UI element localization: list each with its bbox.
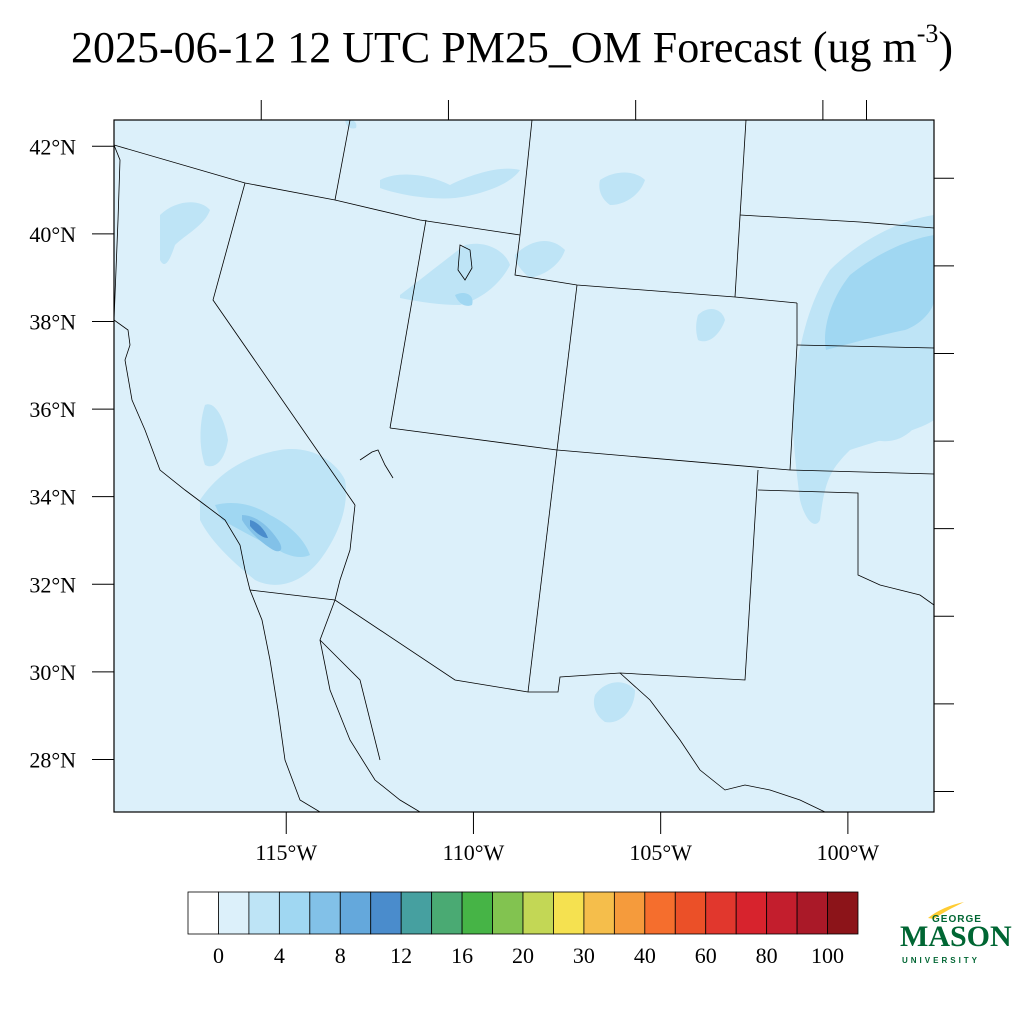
boundary-az-river <box>334 504 356 601</box>
boundary-wy-east <box>734 120 747 298</box>
lat-tick-label-1: 40°N <box>29 222 76 247</box>
colorbar-label-3: 12 <box>390 943 412 968</box>
map-title: 2025-06-12 12 UTC PM25_OM Forecast (ug m… <box>0 19 1024 73</box>
wyoming-light <box>515 240 565 278</box>
boundary-id-wy <box>334 120 351 201</box>
utah-light <box>400 243 510 305</box>
colorbar-swatch-7 <box>400 891 433 935</box>
colorbar-swatch-3 <box>278 891 311 935</box>
boundary-sd-ne <box>739 214 934 229</box>
lat-tick-label-7: 28°N <box>29 747 76 772</box>
title-text: 2025-06-12 12 UTC PM25_OM Forecast (ug m <box>70 23 917 72</box>
utah-medium <box>455 293 473 306</box>
logo-swoosh-icon <box>928 902 964 919</box>
idaho-light <box>380 168 520 199</box>
colorbar-label-4: 16 <box>451 943 473 968</box>
boundary-nm-tx <box>528 469 759 693</box>
coastline-sonora <box>319 639 381 761</box>
lake-mead <box>359 449 394 479</box>
axis-ticks: 42°N 40°N 38°N 36°N 34°N 32°N 30°N 28°N 115°W 110… <box>29 100 954 865</box>
colorbar-swatch-21 <box>827 891 859 935</box>
coastline-baja <box>249 589 321 812</box>
colorbar-label-5: 20 <box>512 943 534 968</box>
colorbar-label-0: 0 <box>213 943 224 968</box>
plume-great-plains-light-2 <box>872 360 925 442</box>
rio-grande <box>619 672 826 812</box>
colorbar-swatch-14 <box>613 891 646 935</box>
lat-tick-label-3: 36°N <box>29 397 76 422</box>
lat-tick-label-5: 32°N <box>29 572 76 597</box>
colorbar-label-10: 100 <box>811 943 844 968</box>
montana-light <box>345 120 357 129</box>
concentration-fields <box>160 120 934 723</box>
boundary-az-nm <box>527 449 558 693</box>
lon-tick-label-2: 105°W <box>629 840 692 865</box>
mexico-light <box>593 682 635 723</box>
colorbar-swatch-5 <box>339 891 372 935</box>
boundary-ut-az <box>389 427 558 451</box>
colorbar-swatch-11 <box>522 891 554 935</box>
lat-tick-label-0: 42°N <box>29 134 76 159</box>
coastline-ca <box>114 144 251 591</box>
colorbar-swatch-16 <box>674 891 707 935</box>
colorbar-label-6: 30 <box>573 943 595 968</box>
colorbar-swatch-17 <box>705 891 737 935</box>
colorado-light <box>696 308 725 342</box>
boundary-ks-ok <box>789 469 934 475</box>
central-ca-light <box>200 404 228 467</box>
socal-darkest <box>250 520 268 538</box>
colorbar-swatch-4 <box>309 891 341 935</box>
boundary-co-nm <box>556 449 791 471</box>
lon-tick-label-0: 115°W <box>255 840 317 865</box>
plume-great-plains-medium <box>825 235 934 350</box>
colorbar-label-9: 80 <box>756 943 778 968</box>
lat-tick-label-6: 30°N <box>29 660 76 685</box>
colorbar-swatch-1 <box>218 891 250 935</box>
colorbar-label-2: 8 <box>335 943 346 968</box>
lon-tick-label-3: 100°W <box>817 840 880 865</box>
colorbar-swatch-8 <box>431 891 463 935</box>
title-close: ) <box>938 23 954 72</box>
great-salt-lake <box>457 244 473 281</box>
boundary-ca-nv <box>212 182 356 506</box>
colorbar-swatch-15 <box>644 891 676 935</box>
boundary-ut-co <box>556 284 578 451</box>
colorbar-swatch-20 <box>796 891 828 935</box>
colorbar-label-7: 40 <box>634 943 656 968</box>
nevada-ca-light <box>160 202 210 265</box>
boundary-tx-ok <box>757 489 934 606</box>
colorbar-swatch-10 <box>492 891 524 935</box>
lat-tick-label-4: 34°N <box>29 485 76 510</box>
boundary-co-east <box>789 303 798 471</box>
title-superscript: -3 <box>916 19 939 49</box>
colorbar-swatch-2 <box>248 891 280 935</box>
colorbar-swatch-19 <box>766 891 798 935</box>
colorbar-swatch-13 <box>583 891 615 935</box>
colorbar-swatch-6 <box>370 891 402 935</box>
boundary-us-mexico <box>249 589 529 693</box>
wyoming-north-light <box>599 172 645 205</box>
boundary-ne-ks <box>796 344 934 349</box>
colorbar-label-1: 4 <box>274 943 285 968</box>
colorbar: 0 4 8 12 16 20 30 40 60 80 100 <box>187 891 859 968</box>
colorbar-swatch-9 <box>461 891 493 935</box>
lat-tick-label-2: 38°N <box>29 309 76 334</box>
gmu-logo: GEORGE MASON UNIVERSITY <box>896 900 1012 970</box>
colorbar-label-8: 60 <box>695 943 717 968</box>
map-frame <box>113 119 935 813</box>
lon-tick-label-1: 110°W <box>443 840 505 865</box>
colorbar-swatch-18 <box>735 891 768 935</box>
boundary-nv-ut <box>389 219 427 429</box>
logo-line-university: UNIVERSITY <box>902 956 981 965</box>
colorbar-swatch-12 <box>553 891 585 935</box>
colorbar-swatch-0 <box>187 891 219 935</box>
boundary-wy-west <box>519 120 533 236</box>
state-boundaries <box>114 120 934 812</box>
logo-line-george: GEORGE <box>932 914 982 925</box>
logo-line-mason: MASON <box>900 920 1012 953</box>
